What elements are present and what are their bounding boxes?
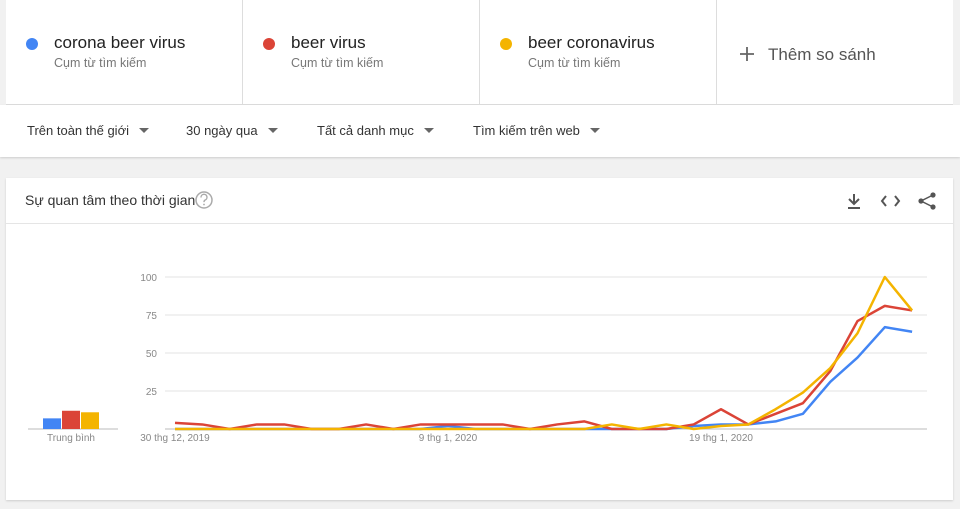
term-name: beer virus — [291, 33, 366, 52]
share-icon[interactable] — [918, 192, 936, 210]
dropdown-arrow — [423, 128, 434, 133]
filter[interactable]: Trên toàn thế giới — [27, 123, 149, 138]
plus-icon — [740, 47, 754, 61]
y-tick-label: 25 — [146, 387, 158, 398]
term-kind: Cụm từ tìm kiếm — [291, 56, 384, 70]
help-icon[interactable] — [195, 191, 213, 209]
x-tick-label: 19 thg 1, 2020 — [689, 433, 753, 444]
term-dot — [263, 38, 275, 50]
term-card[interactable]: beer virus Cụm từ tìm kiếm — [243, 0, 480, 104]
filter-bar — [0, 105, 960, 157]
x-tick-label: 30 thg 12, 2019 — [140, 433, 210, 444]
series-line — [175, 325, 913, 431]
y-tick-label: 50 — [146, 349, 158, 360]
chart-card — [6, 178, 953, 500]
average-bar — [43, 418, 61, 429]
term-kind: Cụm từ tìm kiếm — [528, 56, 621, 70]
x-tick-label: 9 thg 1, 2020 — [419, 433, 478, 444]
filter[interactable]: Tất cả danh mục — [317, 123, 434, 138]
filter-label: Tất cả danh mục — [317, 123, 414, 138]
dropdown-arrow — [267, 128, 278, 133]
average-bar — [62, 410, 80, 429]
embed-icon[interactable] — [880, 195, 901, 207]
series-line — [175, 275, 914, 431]
term-dot — [26, 38, 38, 50]
average-bar — [81, 412, 99, 429]
term-kind: Cụm từ tìm kiếm — [54, 56, 147, 70]
add-compare[interactable]: Thêm so sánh — [717, 0, 953, 104]
filter[interactable]: 30 ngày qua — [186, 123, 278, 138]
download-icon[interactable] — [848, 194, 860, 209]
chart-title: Sự quan tâm theo thời gian — [25, 192, 195, 208]
filter[interactable]: Tìm kiếm trên web — [473, 123, 600, 138]
y-tick-label: 75 — [146, 311, 158, 322]
dropdown-arrow — [139, 128, 149, 133]
term-dot — [500, 38, 512, 50]
term-name: beer coronavirus — [528, 33, 655, 52]
term-card[interactable]: beer coronavirus Cụm từ tìm kiếm — [480, 0, 717, 104]
add-compare-label: Thêm so sánh — [768, 45, 876, 64]
y-tick-label: 100 — [140, 273, 157, 284]
dropdown-arrow — [589, 128, 600, 133]
series-line — [174, 304, 913, 431]
filter-label: Trên toàn thế giới — [27, 123, 129, 138]
header: corona beer virus Cụm từ tìm kiếm beer v… — [6, 0, 953, 105]
divider — [6, 223, 953, 224]
term-name: corona beer virus — [54, 33, 186, 52]
filter-label: Tìm kiếm trên web — [473, 123, 580, 138]
average-label: Trung bình — [47, 433, 95, 444]
term-card[interactable]: corona beer virus Cụm từ tìm kiếm — [6, 0, 243, 104]
filter-label: 30 ngày qua — [186, 123, 258, 138]
